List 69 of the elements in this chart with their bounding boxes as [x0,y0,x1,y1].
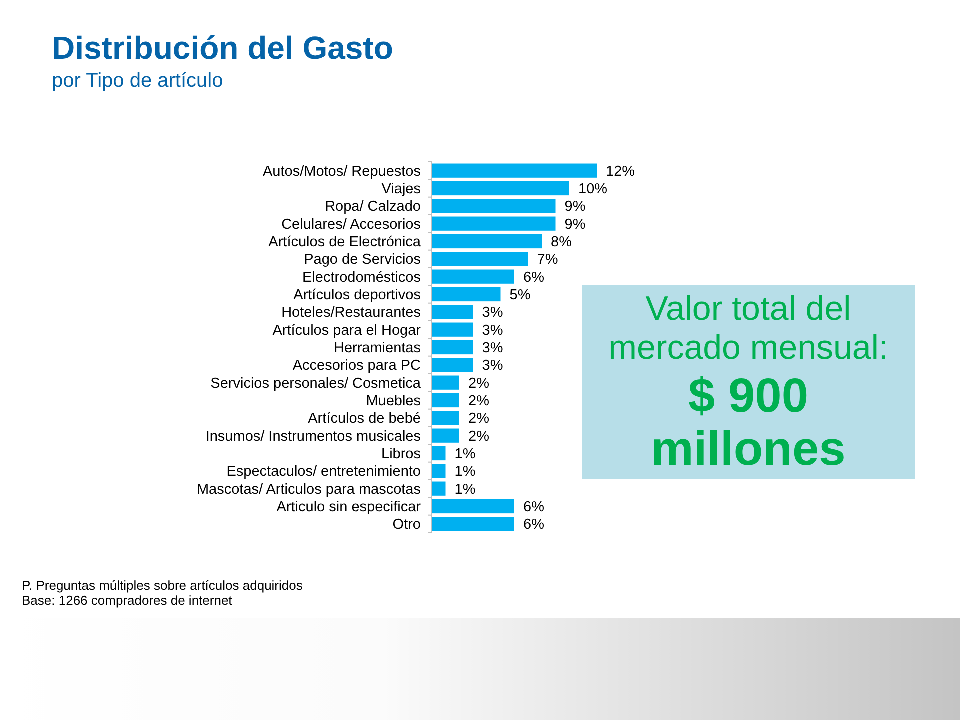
y-tick-label: Viajes [382,182,421,198]
data-label: 3% [482,305,504,322]
bar [432,411,460,426]
y-tick-label: Otro [392,517,421,534]
y-tick-label: Mascotas/ Articulos para mascotas [196,482,421,498]
data-label: 1% [454,446,476,463]
text: Base: 1266 compradores de internet [22,593,233,608]
text: P. Preguntas múltiples sobre artículos adquiridos [22,578,304,593]
bar [432,358,474,372]
text: Valor total del mercado mensual: [608,290,888,367]
bar [432,199,556,214]
y-tick-label: Celulares/ Accesorios [282,216,421,233]
y-tick-label: Servicios personales/ Cosmetica [210,376,422,392]
data-label: 1% [454,464,476,480]
y-tick-label: Artículos de Electrónica [268,234,422,251]
text: por Tipo de artículo [52,70,224,92]
data-label: 2% [468,394,490,410]
y-tick-label: Herramientas [334,340,421,357]
bar [432,216,556,231]
y-tick-label: Articulo sin especificar [276,500,422,516]
y-tick-label: Pago de Servicios [304,252,421,268]
bar [432,517,514,532]
y-tick-label: Ropa/ Calzado [325,199,421,216]
bar [432,164,597,178]
bar [432,287,501,302]
bar [432,376,460,390]
bar [432,181,570,196]
data-label: 9% [564,199,586,216]
y-tick-label: Artículos deportivos [294,288,421,304]
data-label: 6% [524,500,545,516]
data-label: 6% [524,517,545,534]
bar [432,322,474,337]
y-tick-label: Electrodomésticos [302,270,421,286]
bar [432,428,460,443]
bar [432,270,514,284]
bar [432,446,446,461]
bar [432,393,460,408]
bar [432,464,446,478]
data-label: 12% [606,164,636,180]
bar [432,499,514,514]
y-tick-label: Autos/Motos/ Repuestos [263,164,421,180]
y-tick-label: Artículos de bebé [308,411,421,428]
y-tick-label: Insumos/ Instrumentos musicales [206,428,421,445]
data-label: 1% [454,482,476,498]
y-tick-label: Espectaculos/ entretenimiento [226,464,421,480]
y-tick-label: Libros [382,446,421,463]
data-label: 3% [482,340,504,357]
data-label: 6% [524,270,545,286]
data-label: 5% [510,288,531,304]
bar [432,252,528,266]
data-label: 2% [468,411,490,428]
y-tick-label: Muebles [366,394,421,410]
data-label: 3% [482,322,504,339]
data-label: 8% [551,234,572,251]
bar [432,340,474,355]
y-tick-label: Accesorios para PC [292,358,421,374]
bar [432,234,542,249]
data-label: 9% [564,216,586,233]
bar [432,482,446,496]
y-tick-label: Artículos para el Hogar [272,322,422,339]
data-label: 3% [482,358,504,374]
data-label: 2% [468,376,490,392]
data-label: 2% [468,428,490,445]
y-tick-label: Hoteles/Restaurantes [282,305,421,322]
data-label: 7% [537,252,558,268]
bar [432,305,474,320]
data-label: 10% [578,182,608,198]
text: $ 900 millones [651,370,846,476]
chart-title: Distribución del Gasto [52,30,394,66]
